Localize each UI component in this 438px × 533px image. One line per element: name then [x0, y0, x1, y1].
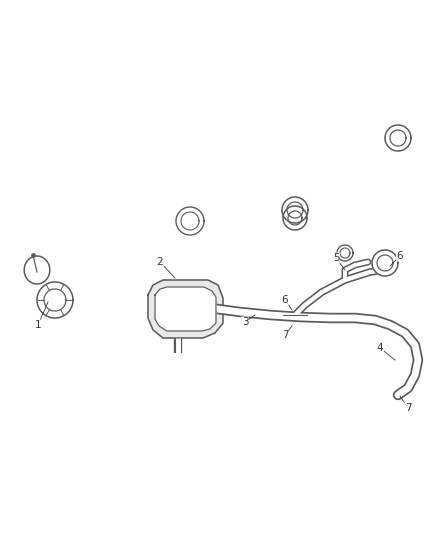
- Text: 3: 3: [242, 317, 248, 327]
- Polygon shape: [282, 197, 308, 223]
- Text: 7: 7: [282, 330, 288, 340]
- Text: 2: 2: [157, 257, 163, 267]
- Polygon shape: [155, 287, 216, 331]
- Text: 4: 4: [377, 343, 383, 353]
- Text: 5: 5: [333, 253, 339, 263]
- Text: 7: 7: [405, 403, 411, 413]
- Text: 6: 6: [397, 251, 403, 261]
- Text: 6: 6: [282, 295, 288, 305]
- Polygon shape: [148, 280, 223, 338]
- Polygon shape: [385, 125, 411, 151]
- Polygon shape: [283, 206, 307, 230]
- Polygon shape: [337, 245, 353, 261]
- Polygon shape: [37, 282, 73, 318]
- Polygon shape: [176, 207, 204, 235]
- Text: 1: 1: [35, 320, 41, 330]
- Polygon shape: [372, 250, 398, 276]
